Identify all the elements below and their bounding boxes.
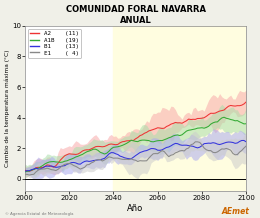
Bar [113,26,176,191]
Y-axis label: Cambio de la temperatura máxima (°C): Cambio de la temperatura máxima (°C) [5,50,10,167]
Legend: A2    (11), A1B   (19), B1    (13), E1    ( 4): A2 (11), A1B (19), B1 (13), E1 ( 4) [28,29,81,58]
X-axis label: Año: Año [127,204,144,213]
Text: © Agencia Estatal de Meteorología: © Agencia Estatal de Meteorología [5,212,74,216]
Title: COMUNIDAD FORAL NAVARRA
ANUAL: COMUNIDAD FORAL NAVARRA ANUAL [66,5,206,25]
Bar [176,26,246,191]
Text: AEmet: AEmet [222,207,250,216]
